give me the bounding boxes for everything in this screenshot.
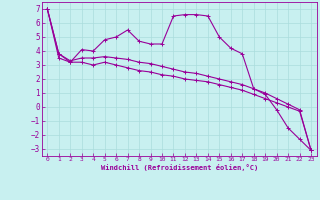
X-axis label: Windchill (Refroidissement éolien,°C): Windchill (Refroidissement éolien,°C) xyxy=(100,164,258,171)
